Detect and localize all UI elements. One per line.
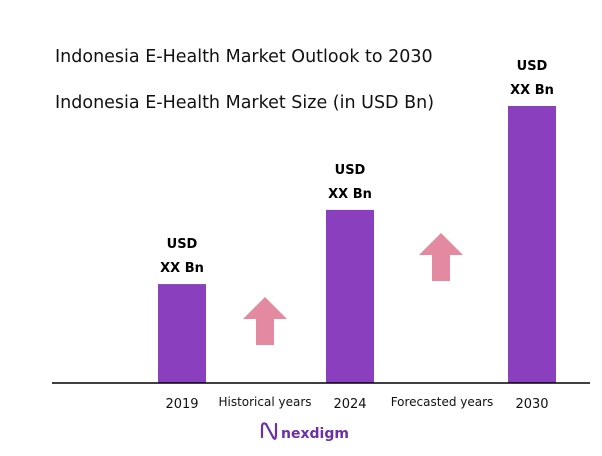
growth-arrow-forecast-icon: [419, 233, 463, 281]
brand-logo: nexdigm: [260, 422, 349, 442]
growth-arrow-historical-icon: [243, 297, 287, 345]
bar-2019: [158, 284, 206, 383]
arrows-layer: [243, 233, 463, 345]
data-label-2024-line-1: USD: [335, 163, 366, 178]
x-tick-label-2024: 2024: [333, 397, 366, 412]
bar-2030: [508, 106, 556, 383]
nexdigm-logo-icon: [260, 422, 278, 440]
period-label-1: Historical years: [218, 395, 311, 409]
data-label-2019-line-1: USD: [167, 237, 198, 252]
data-label-2030-line-1: USD: [517, 59, 548, 74]
data-label-2019-line-2: XX Bn: [160, 261, 204, 276]
period-label-2: Forecasted years: [391, 395, 494, 409]
bar-2024: [326, 209, 374, 383]
data-label-2024-line-2: XX Bn: [328, 187, 372, 202]
chart-title: Indonesia E-Health Market Outlook to 203…: [55, 47, 433, 67]
brand-name: nexdigm: [281, 426, 349, 442]
bars-layer: [158, 106, 556, 383]
labels-layer: USD XX Bn 2019 USD XX Bn 2024 USD XX Bn 2030 Hist…: [160, 59, 554, 412]
data-label-2030-line-2: XX Bn: [510, 83, 554, 98]
x-tick-label-2019: 2019: [165, 397, 198, 412]
chart-subtitle: Indonesia E-Health Market Size (in USD B…: [55, 93, 434, 113]
x-tick-label-2030: 2030: [515, 397, 548, 412]
